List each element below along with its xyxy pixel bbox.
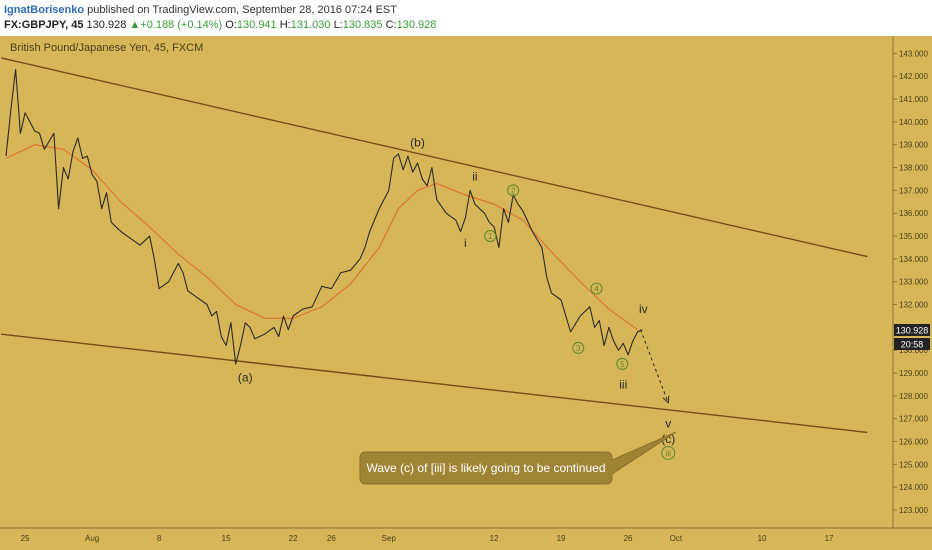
trendline[interactable] (1, 333, 868, 434)
ohlc-line: FX:GBPJPY, 45 130.928 ▲+0.188 (+0.14%) O… (4, 19, 436, 31)
x-tick-label: Oct (670, 534, 683, 543)
wave-label: iii (619, 377, 627, 391)
publish-info: published on TradingView.com, September … (87, 4, 397, 16)
projection-arrow (640, 329, 669, 403)
trendlines[interactable] (1, 57, 868, 434)
high-label: H: (279, 19, 291, 31)
current-price-badge: 130.928 (894, 324, 930, 336)
chart-header: IgnatBorisenko published on TradingView.… (0, 0, 932, 36)
wave-circle (572, 341, 585, 354)
x-tick-label: 25 (21, 534, 30, 543)
wave-label-circled: 2 (511, 186, 516, 195)
open-value: 130.941 (236, 19, 277, 31)
trendline[interactable] (1, 57, 868, 258)
y-tick-label: 137.000 (899, 186, 928, 195)
wave-circle (616, 357, 629, 370)
y-tick-label: 136.000 (899, 209, 928, 218)
wave-label-circled: 3 (576, 344, 581, 353)
x-tick-label: 19 (557, 534, 566, 543)
x-tick-label: 12 (490, 534, 499, 543)
y-tick-label: 130.000 (899, 346, 928, 355)
x-tick-label: 8 (157, 534, 162, 543)
callout-text: Wave (c) of [iii] is likely going to be … (367, 461, 606, 475)
price-change: +0.188 (+0.14%) (140, 19, 223, 31)
author-link[interactable]: IgnatBorisenko (4, 4, 85, 16)
projection-arrow-head (662, 395, 670, 404)
price-line (5, 68, 643, 365)
wave-label: (c) (661, 432, 675, 446)
countdown-badge: 20:58 (894, 338, 930, 350)
annotation-callout[interactable]: Wave (c) of [iii] is likely going to be … (359, 431, 677, 485)
y-tick-label: 125.000 (899, 460, 928, 469)
y-tick-label: 141.000 (899, 95, 928, 104)
low-value: 130.835 (342, 19, 383, 31)
callout-bubble (359, 431, 677, 485)
y-tick-label: 135.000 (899, 232, 928, 241)
wave-circle (484, 230, 497, 243)
x-tick-label: 26 (327, 534, 336, 543)
publish-line: IgnatBorisenko published on TradingView.… (4, 4, 397, 16)
wave-label-circled: iii (666, 449, 672, 458)
y-tick-label: 143.000 (899, 49, 928, 58)
open-label: O: (225, 19, 237, 31)
x-tick-label: 17 (825, 534, 834, 543)
wave-circle (507, 184, 520, 197)
y-tick-label: 134.000 (899, 255, 928, 264)
y-tick-label: 123.000 (899, 506, 928, 515)
y-axis-ticks: 123.000 124.000 125.000 126.000 127.000 128.0… (893, 49, 928, 515)
y-tick-label: 133.000 (899, 278, 928, 287)
symbol-label[interactable]: FX:GBPJPY, 45 (4, 19, 84, 31)
wave-label: (b) (410, 135, 425, 149)
x-tick-label: 26 (624, 534, 633, 543)
countdown-text: 20:58 (901, 340, 924, 350)
low-label: L: (333, 19, 343, 31)
y-tick-label: 139.000 (899, 141, 928, 150)
up-arrow-icon: ▲ (129, 19, 141, 31)
y-tick-label: 128.000 (899, 392, 928, 401)
chart-title: British Pound/Japanese Yen, 45, FXCM (10, 42, 203, 54)
price-axis[interactable] (893, 36, 932, 550)
x-tick-label: 15 (222, 534, 231, 543)
high-value: 131.030 (290, 19, 331, 31)
wave-label-circled: 5 (620, 360, 625, 369)
y-tick-label: 129.000 (899, 369, 928, 378)
x-tick-label: 10 (758, 534, 767, 543)
close-label: C: (385, 19, 397, 31)
wave-label: v (665, 416, 671, 430)
y-tick-label: 140.000 (899, 118, 928, 127)
y-tick-label: 132.000 (899, 301, 928, 310)
y-tick-label: 124.000 (899, 483, 928, 492)
wave-label-circled: 4 (594, 285, 599, 294)
wave-circle (590, 282, 603, 295)
wave-label: i (464, 236, 467, 250)
y-tick-label: 142.000 (899, 72, 928, 81)
x-tick-label: Sep (382, 534, 397, 543)
wave-label: (a) (238, 371, 253, 385)
wave-label-circled: 1 (488, 232, 493, 241)
price-badge-text: 130.928 (896, 326, 929, 336)
y-tick-label: 126.000 (899, 438, 928, 447)
moving-average-line (5, 144, 638, 331)
close-value: 130.928 (396, 19, 437, 31)
x-tick-label: 22 (289, 534, 298, 543)
wave-label: ii (472, 170, 477, 184)
x-axis-ticks: 25 Aug 8 15 22 26 Sep 12 19 26 Oct 10 17 (21, 534, 834, 543)
wave-circle (661, 445, 676, 460)
y-tick-label: 138.000 (899, 164, 928, 173)
last-price: 130.928 (86, 19, 127, 31)
wave-label: iv (639, 302, 648, 316)
y-tick-label: 127.000 (899, 415, 928, 424)
x-tick-label: Aug (85, 534, 99, 543)
price-chart[interactable]: British Pound/Japanese Yen, 45, FXCM 123… (0, 36, 932, 550)
